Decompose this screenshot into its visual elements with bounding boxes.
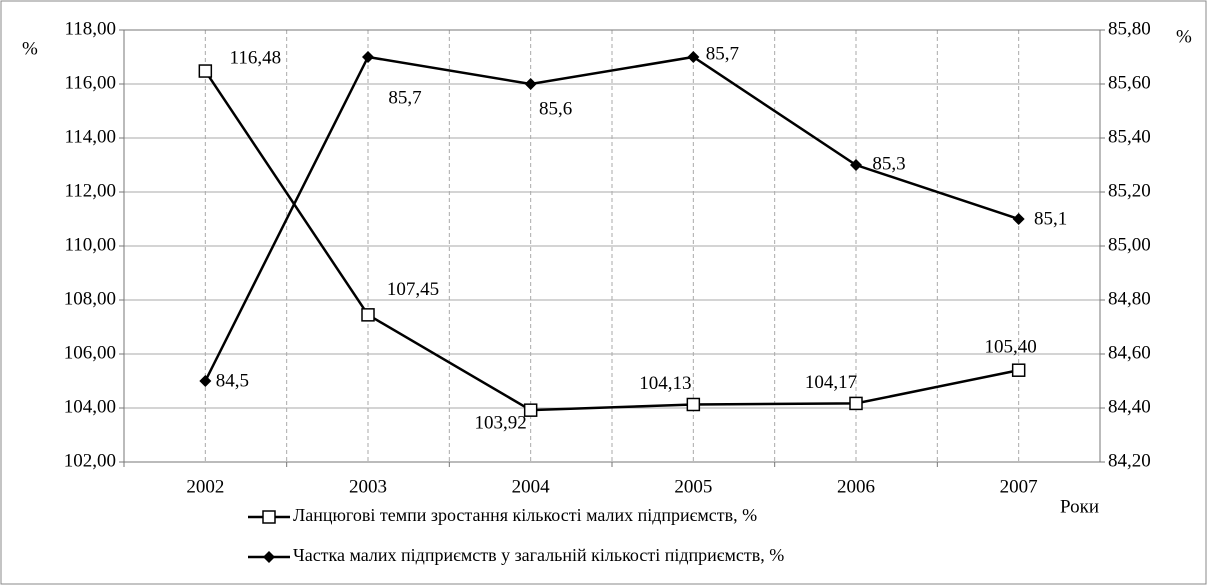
series-line (204, 55, 1020, 382)
y2-tick-label: 85,20 (1108, 180, 1151, 201)
marker (686, 397, 701, 412)
y2-tick-label: 84,60 (1108, 342, 1151, 363)
marker (523, 403, 538, 417)
marker (1012, 213, 1025, 225)
data-label: 85,7 (706, 43, 739, 64)
y2-tick-label: 85,80 (1108, 18, 1151, 39)
y2-tick-label: 84,40 (1108, 396, 1151, 417)
y-tick-label: 112,00 (64, 180, 116, 201)
marker (687, 51, 700, 63)
y-axis-label: % (22, 38, 38, 59)
x-tick-label: 2007 (1000, 476, 1038, 497)
series-line (204, 70, 1019, 412)
data-label: 104,13 (639, 373, 691, 394)
x-tick-label: 2003 (349, 476, 387, 497)
marker (361, 308, 375, 322)
data-label: 116,48 (230, 47, 282, 68)
x-tick-label: 2004 (512, 476, 551, 497)
y-tick-label: 114,00 (64, 126, 116, 147)
x-tick-label: 2002 (186, 476, 224, 497)
y2-tick-label: 84,20 (1108, 450, 1151, 471)
data-label: 84,5 (216, 370, 249, 391)
y-tick-label: 104,00 (64, 396, 116, 417)
data-label: 85,3 (872, 153, 905, 174)
x-tick-label: 2006 (837, 476, 875, 497)
y2-tick-label: 85,60 (1108, 72, 1151, 93)
data-label: 85,7 (388, 87, 421, 108)
data-label: 107,45 (387, 279, 439, 300)
data-label: 103,92 (475, 413, 527, 434)
data-label: 85,6 (539, 98, 572, 119)
marker (849, 396, 863, 411)
x-tick-label: 2005 (674, 476, 712, 497)
y-tick-label: 102,00 (64, 450, 116, 471)
y-tick-label: 108,00 (64, 288, 116, 309)
y2-axis-label: % (1176, 26, 1192, 47)
marker (199, 375, 212, 387)
data-label: 85,1 (1034, 208, 1067, 229)
y-tick-label: 106,00 (64, 342, 116, 363)
x-axis-label: Роки (1060, 496, 1099, 517)
data-label: 105,40 (985, 337, 1037, 358)
y2-tick-label: 84,80 (1108, 288, 1151, 309)
y-tick-label: 118,00 (64, 18, 116, 39)
legend-marker (263, 551, 275, 563)
marker (1011, 363, 1026, 377)
marker (198, 64, 213, 78)
data-label: 104,17 (805, 372, 857, 393)
marker (362, 51, 374, 63)
y2-tick-label: 85,00 (1108, 234, 1151, 255)
y2-tick-label: 85,40 (1108, 126, 1151, 147)
marker (524, 78, 537, 90)
marker (850, 159, 862, 171)
y-tick-label: 116,00 (64, 72, 116, 93)
y-tick-label: 110,00 (64, 234, 116, 255)
legend-marker (262, 510, 276, 524)
legend-label: Ланцюгові темпи зростання кількості мали… (293, 505, 757, 525)
legend-label: Частка малих підприємств у загальній кіл… (293, 545, 784, 565)
